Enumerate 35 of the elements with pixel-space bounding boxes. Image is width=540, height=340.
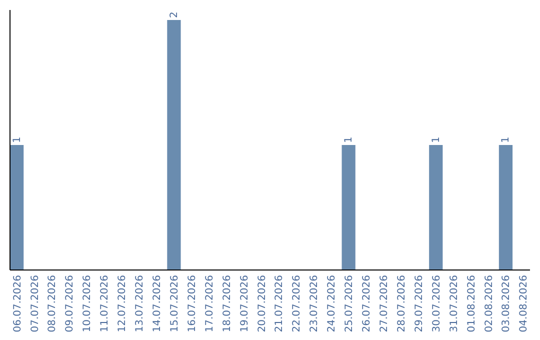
x-tick-label: 07.07.2026 bbox=[30, 275, 41, 332]
x-tick-label: 12.07.2026 bbox=[117, 275, 128, 332]
x-tick-label: 09.07.2026 bbox=[64, 275, 76, 332]
x-tick-label: 25.07.2026 bbox=[344, 275, 356, 332]
x-tick-label: 06.07.2026 bbox=[12, 275, 24, 332]
x-tick-label: 17.07.2026 bbox=[204, 275, 216, 332]
data-label: 1 bbox=[430, 136, 442, 143]
x-tick-label: 02.08.2026 bbox=[484, 275, 495, 332]
x-tick-label: 13.07.2026 bbox=[134, 275, 146, 332]
x-tick-label: 27.07.2026 bbox=[379, 275, 390, 332]
x-tick-label: 10.07.2026 bbox=[82, 275, 94, 332]
x-tick-label: 23.07.2026 bbox=[309, 275, 320, 332]
data-label: 2 bbox=[168, 12, 180, 18]
x-tick-label: 21.07.2026 bbox=[274, 275, 286, 332]
data-label: 1 bbox=[500, 136, 512, 143]
x-tick-label: 26.07.2026 bbox=[362, 275, 373, 332]
x-tick-label: 31.07.2026 bbox=[448, 275, 460, 332]
x-tick-label: 22.07.2026 bbox=[292, 275, 303, 332]
x-tick-label: 20.07.2026 bbox=[256, 275, 268, 332]
x-tick-label: 03.08.2026 bbox=[501, 275, 512, 332]
x-tick-label: 01.08.2026 bbox=[466, 275, 478, 332]
x-tick-label: 18.07.2026 bbox=[222, 275, 233, 332]
x-tick-label: 08.07.2026 bbox=[47, 275, 58, 332]
x-tick-label: 24.07.2026 bbox=[326, 275, 338, 332]
x-tick-label: 15.07.2026 bbox=[169, 275, 180, 332]
x-tick-label: 19.07.2026 bbox=[239, 275, 250, 332]
x-tick-label: 04.08.2026 bbox=[518, 275, 530, 332]
x-tick-label: 11.07.2026 bbox=[100, 275, 111, 332]
x-tick-label: 29.07.2026 bbox=[414, 275, 425, 332]
x-tick-label: 30.07.2026 bbox=[431, 275, 442, 332]
x-tick-label: 16.07.2026 bbox=[186, 275, 198, 332]
data-label: 1 bbox=[344, 136, 355, 143]
x-tick-label: 28.07.2026 bbox=[396, 275, 408, 332]
x-tick-label: 14.07.2026 bbox=[152, 275, 163, 332]
data-label: 1 bbox=[12, 136, 23, 143]
